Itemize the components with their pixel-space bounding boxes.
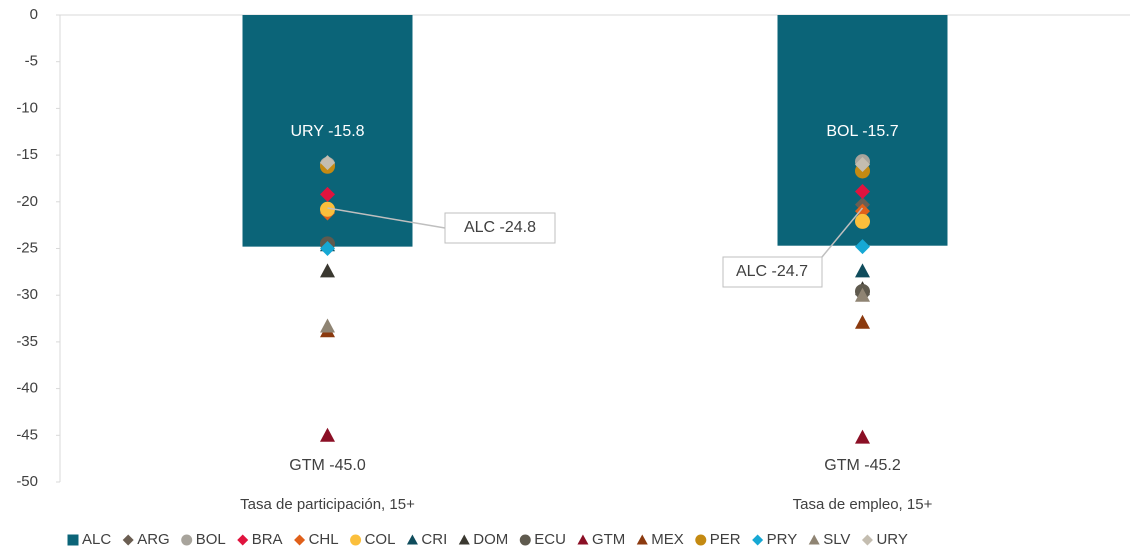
legend-marker [181,534,193,546]
legend-marker [294,534,306,546]
point [320,241,335,256]
legend-label: BRA [252,531,283,548]
legend-label: PER [710,531,741,548]
annotation-box [722,256,823,288]
point [855,156,870,172]
legend-item: BOL [181,531,226,548]
y-tick-label: -20 [16,193,38,210]
legend-item: CHL [294,531,339,548]
legend-label: CHL [309,531,339,548]
legend-label: SLV [823,531,850,548]
point [320,263,335,278]
point [320,427,335,442]
point [320,155,335,171]
y-tick-label: -35 [16,333,38,350]
point [855,184,870,200]
legend-item: ARG [122,531,170,548]
annotation: ALC -24.8 [464,219,536,236]
annotation: ALC -24.7 [736,263,808,280]
legend-label: PRY [767,531,798,548]
y-tick-label: -45 [16,426,38,443]
point [855,263,870,278]
legend-item: DOM [458,531,508,548]
legend-label: URY [876,531,907,548]
annotation: BOL -15.7 [826,123,898,140]
legend-item: ECU [519,531,566,548]
leader-line [327,207,446,229]
y-tick-label: -15 [16,146,38,163]
legend-item: GTM [577,531,625,548]
legend-label: MEX [651,531,684,548]
legend-label: COL [365,531,396,548]
legend-label: GTM [592,531,625,548]
legend-item: CRI [406,531,447,548]
legend-label: BOL [196,531,226,548]
annotation: GTM -45.0 [289,457,366,474]
legend-marker [636,534,648,545]
legend-item: PRY [752,531,797,548]
legend-item: ALC [67,531,111,548]
legend-marker [458,534,470,545]
y-tick-label: -5 [25,53,38,70]
point [320,318,335,333]
point [855,287,870,302]
point [855,213,870,229]
legend-marker [406,534,418,545]
x-tick-label: Tasa de participación, 15+ [240,496,415,513]
legend-label: DOM [473,531,508,548]
point [855,203,870,219]
legend-marker [577,534,589,545]
legend-marker [752,534,764,546]
y-tick-label: -50 [16,473,38,490]
legend-item: BRA [237,531,283,548]
legend-marker [67,534,79,546]
legend-label: ARG [137,531,170,548]
y-tick-label: -40 [16,380,38,397]
x-tick-label: Tasa de empleo, 15+ [793,496,933,513]
legend-marker [350,534,362,546]
legend-marker [808,534,820,545]
point [855,239,870,255]
legend-item: SLV [808,531,850,548]
legend-marker [861,534,873,546]
legend-marker [237,534,249,546]
legend-marker [122,534,134,546]
legend-item: COL [350,531,395,548]
point [855,314,870,329]
y-tick-label: 0 [30,6,38,23]
legend-item: URY [861,531,908,548]
y-tick-label: -30 [16,286,38,303]
legend-label: CRI [421,531,447,548]
y-tick-label: -10 [16,99,38,116]
leader-line [821,207,864,258]
legend-marker [519,534,531,546]
annotation-box [444,212,556,244]
point [320,201,335,217]
annotation: URY -15.8 [290,123,364,140]
legend-marker [695,534,707,546]
annotation: GTM -45.2 [824,457,901,474]
point [855,429,870,444]
legend-item: MEX [636,531,684,548]
y-tick-label: -25 [16,239,38,256]
point [320,186,335,202]
legend-label: ALC [82,531,111,548]
legend-item: PER [695,531,741,548]
legend-label: ECU [534,531,566,548]
